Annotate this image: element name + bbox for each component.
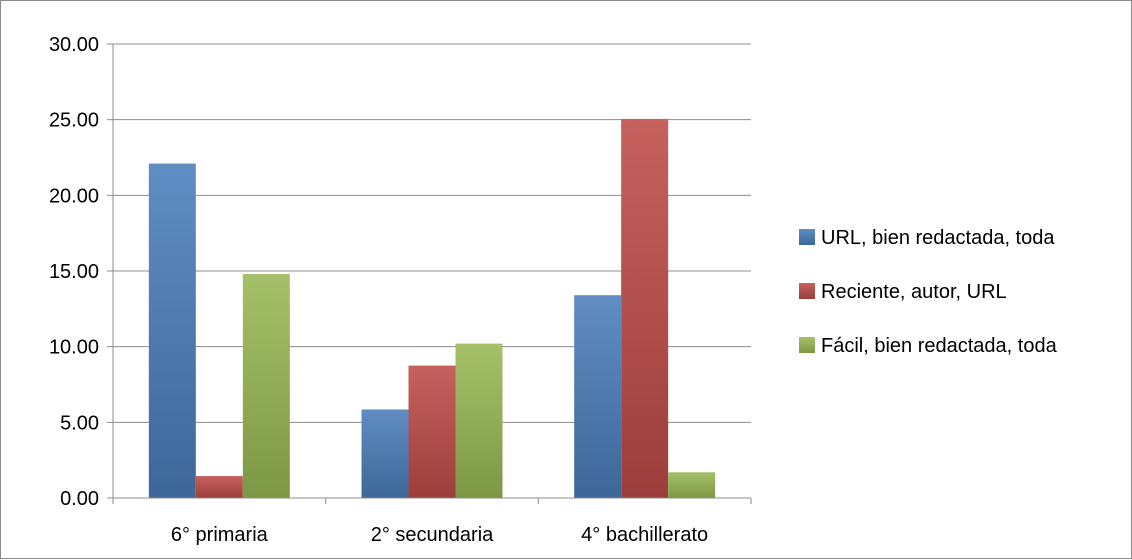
bar xyxy=(149,164,196,498)
legend-label: Reciente, autor, URL xyxy=(821,281,1007,303)
bar xyxy=(196,476,243,498)
legend-label: URL, bien redactada, toda xyxy=(821,227,1055,249)
y-tick-label: 0.00 xyxy=(60,488,99,510)
bar xyxy=(409,366,456,498)
y-tick-label: 15.00 xyxy=(49,261,99,283)
y-tick-label: 25.00 xyxy=(49,110,99,132)
bar xyxy=(243,274,290,498)
bar xyxy=(362,409,409,498)
y-tick-label: 10.00 xyxy=(49,337,99,359)
legend-swatch xyxy=(799,283,815,299)
x-tick-label: 2° secundaria xyxy=(371,524,494,546)
legend-swatch xyxy=(799,337,815,353)
y-tick-label: 20.00 xyxy=(49,185,99,207)
bar xyxy=(456,344,503,498)
bars xyxy=(149,119,715,498)
x-tick-label: 4° bachillerato xyxy=(581,524,708,546)
x-tick-labels: 6° primaria 2° secundaria 4° bachillerato xyxy=(171,524,708,546)
bar xyxy=(621,119,668,498)
legend-swatch xyxy=(799,229,815,245)
bar xyxy=(574,295,621,498)
bar xyxy=(668,472,715,498)
legend-label: Fácil, bien redactada, toda xyxy=(821,335,1058,357)
y-tick-label: 5.00 xyxy=(60,412,99,434)
y-tick-labels: 0.00 5.00 10.00 15.00 20.00 25.00 30.00 xyxy=(49,34,99,510)
legend: URL, bien redactada, toda Reciente, autor… xyxy=(799,227,1058,357)
y-tick-label: 30.00 xyxy=(49,34,99,56)
x-tick-label: 6° primaria xyxy=(171,524,269,546)
